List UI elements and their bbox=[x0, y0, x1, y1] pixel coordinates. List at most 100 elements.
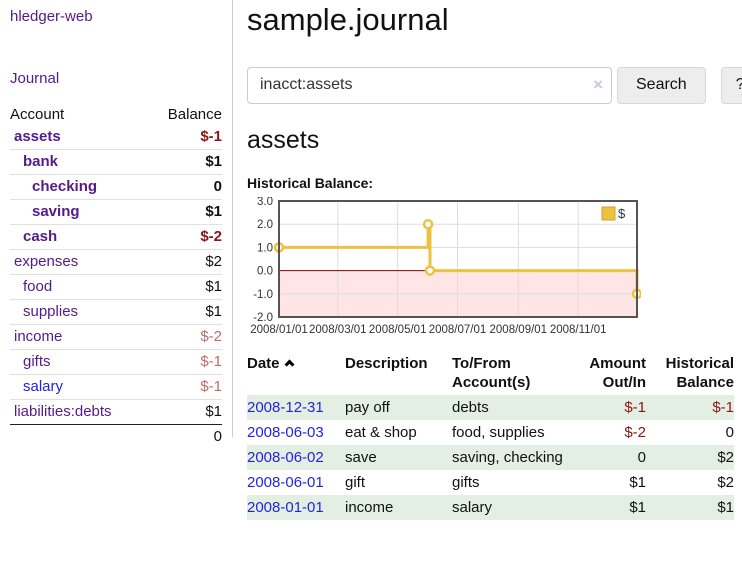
account-name-cell: supplies bbox=[10, 299, 160, 325]
date-link[interactable]: 2008-01-01 bbox=[247, 498, 324, 516]
account-row: expenses $2 bbox=[10, 249, 222, 275]
account-name-cell: assets bbox=[10, 125, 160, 150]
x-tick-label: 2008/03/01 bbox=[309, 324, 367, 336]
account-heading: assets bbox=[247, 125, 320, 154]
account-balance: $1 bbox=[160, 399, 222, 425]
account-link-cash[interactable]: cash bbox=[23, 228, 58, 245]
account-balance: $1 bbox=[160, 299, 222, 325]
account-link-gifts[interactable]: gifts bbox=[23, 353, 51, 370]
journal-link[interactable]: Journal bbox=[10, 70, 60, 87]
x-tick-label: 2008/05/01 bbox=[369, 324, 427, 336]
account-link-food[interactable]: food bbox=[23, 278, 53, 295]
account-row: checking 0 bbox=[10, 174, 222, 200]
search-input[interactable] bbox=[247, 66, 612, 104]
sidebar-inner: hledger-web Journal Account Balance asse… bbox=[10, 0, 233, 449]
account-balance: $-2 bbox=[160, 324, 222, 350]
accounts-total-value: 0 bbox=[160, 424, 222, 449]
accounts-header-row: Account Balance bbox=[10, 104, 222, 125]
register-balance-cell: 0 bbox=[725, 423, 734, 441]
app-title-link[interactable]: hledger-web bbox=[10, 8, 93, 25]
column-header-amount: Amount Out/In bbox=[589, 354, 646, 391]
clear-search-icon[interactable]: × bbox=[593, 74, 603, 94]
data-point bbox=[422, 218, 434, 230]
account-link-income[interactable]: income bbox=[14, 328, 63, 345]
account-balance: $-1 bbox=[160, 374, 222, 400]
register-balance-cell: $1 bbox=[717, 498, 734, 516]
date-link[interactable]: 2008-06-03 bbox=[247, 423, 324, 441]
register-row: 2008-12-31 pay off debts $-1 $-1 bbox=[247, 394, 734, 420]
account-name-cell: expenses bbox=[10, 249, 160, 275]
y-tick-label: 2.0 bbox=[257, 219, 273, 231]
account-row: liabilities:debts $1 bbox=[10, 399, 222, 425]
account-name-cell: liabilities:debts bbox=[10, 399, 160, 425]
legend-swatch bbox=[601, 206, 616, 221]
main-content: sample.journal × Search ? assets Histori… bbox=[233, 0, 742, 582]
accounts-total-spacer bbox=[10, 424, 160, 449]
account-balance: $1 bbox=[160, 274, 222, 300]
account-row: assets $-1 bbox=[10, 125, 222, 150]
search-input-wrap: × bbox=[247, 66, 612, 104]
account-row: bank $1 bbox=[10, 149, 222, 175]
x-tick-label: 2008/09/01 bbox=[490, 324, 548, 336]
register-row: 2008-06-01 gift gifts $1 $2 bbox=[247, 470, 734, 495]
register-accounts-cell: debts bbox=[452, 398, 489, 416]
account-link-liabilities-debts[interactable]: liabilities:debts bbox=[14, 403, 112, 420]
account-row: saving $1 bbox=[10, 199, 222, 225]
register-description-cell: gift bbox=[345, 473, 366, 491]
sort-ascending-icon bbox=[284, 359, 294, 370]
date-link[interactable]: 2008-06-02 bbox=[247, 448, 324, 466]
account-balance: $-2 bbox=[160, 224, 222, 250]
register-balance-cell: $-1 bbox=[712, 398, 734, 416]
account-row: food $1 bbox=[10, 274, 222, 300]
app-title: hledger-web bbox=[10, 0, 222, 26]
account-name-cell: gifts bbox=[10, 349, 160, 375]
accounts-header-balance: Balance bbox=[167, 106, 222, 123]
register-amount-cell: $-2 bbox=[624, 423, 646, 441]
historical-balance-chart: $3.0 2.0 1.0 0.0 -1.0 -2.0 2008/01/01 2008/03/0… bbox=[247, 197, 742, 337]
column-header-date[interactable]: Date bbox=[247, 351, 345, 395]
account-name-cell: salary bbox=[10, 374, 160, 400]
account-name-cell: food bbox=[10, 274, 160, 300]
account-link-bank[interactable]: bank bbox=[23, 153, 59, 170]
register-balance-cell: $2 bbox=[717, 473, 734, 491]
accounts-total-row: 0 bbox=[10, 424, 222, 449]
register-amount-cell: 0 bbox=[637, 448, 646, 466]
register-row: 2008-01-01 income salary $1 $1 bbox=[247, 494, 734, 520]
account-link-salary[interactable]: salary bbox=[23, 378, 64, 395]
column-header-balance: Historical Balance bbox=[665, 354, 734, 391]
register-accounts-cell: gifts bbox=[452, 473, 480, 491]
account-name-cell: bank bbox=[10, 149, 160, 175]
y-tick-label: 0.0 bbox=[257, 265, 273, 277]
account-link-saving[interactable]: saving bbox=[32, 203, 80, 220]
journal-nav: Journal bbox=[10, 70, 222, 88]
account-row: supplies $1 bbox=[10, 299, 222, 325]
help-button[interactable]: ? bbox=[720, 66, 742, 104]
account-row: income $-2 bbox=[10, 324, 222, 350]
y-tick-label: 3.0 bbox=[257, 197, 273, 208]
page-title: sample.journal bbox=[247, 2, 449, 37]
register-description-cell: save bbox=[345, 448, 377, 466]
account-row: cash $-2 bbox=[10, 224, 222, 250]
y-tick-label: -1.0 bbox=[253, 288, 273, 300]
legend-label: $ bbox=[618, 206, 626, 221]
x-tick-label: 2008/07/01 bbox=[429, 324, 487, 336]
account-balance: $-1 bbox=[200, 128, 222, 145]
register-description-cell: pay off bbox=[345, 398, 390, 416]
account-name-cell: cash bbox=[10, 224, 160, 250]
register-row: 2008-06-03 eat & shop food, supplies $-2 0 bbox=[247, 420, 734, 445]
account-link-assets[interactable]: assets bbox=[14, 128, 61, 145]
search-button[interactable]: Search bbox=[617, 66, 706, 104]
register-date-cell: 2008-12-31 bbox=[247, 395, 345, 420]
register-date-cell: 2008-06-01 bbox=[247, 470, 345, 495]
date-link[interactable]: 2008-12-31 bbox=[247, 398, 324, 416]
account-link-expenses[interactable]: expenses bbox=[14, 253, 79, 270]
account-link-supplies[interactable]: supplies bbox=[23, 303, 79, 320]
account-name-cell: checking bbox=[10, 174, 160, 200]
date-link[interactable]: 2008-06-01 bbox=[247, 473, 324, 491]
account-link-checking[interactable]: checking bbox=[32, 178, 98, 195]
x-tick-label: 2008/11/01 bbox=[550, 324, 607, 336]
y-tick-label: 1.0 bbox=[257, 242, 273, 254]
register-table: Date Description To/From Account(s) Amou… bbox=[247, 351, 734, 520]
